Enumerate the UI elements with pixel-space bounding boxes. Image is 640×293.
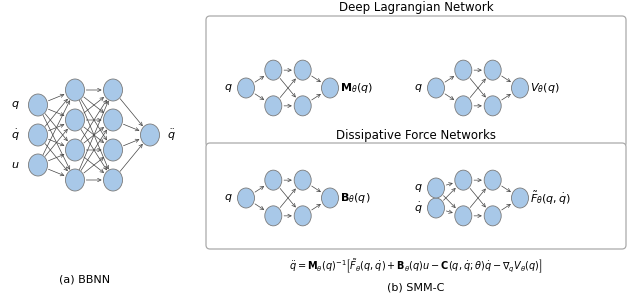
FancyBboxPatch shape: [206, 143, 626, 249]
Ellipse shape: [484, 96, 501, 116]
Ellipse shape: [428, 78, 445, 98]
Text: (a) BBNN: (a) BBNN: [60, 275, 111, 285]
Ellipse shape: [104, 169, 122, 191]
Ellipse shape: [511, 78, 529, 98]
Ellipse shape: [237, 78, 255, 98]
Ellipse shape: [265, 96, 282, 116]
Ellipse shape: [29, 154, 47, 176]
Text: $V_{\theta}(q)$: $V_{\theta}(q)$: [530, 81, 559, 95]
Ellipse shape: [294, 96, 311, 116]
Ellipse shape: [294, 206, 311, 226]
Text: $\ddot{q}$: $\ddot{q}$: [167, 127, 175, 143]
Ellipse shape: [65, 79, 84, 101]
Ellipse shape: [455, 206, 472, 226]
Ellipse shape: [265, 60, 282, 80]
Ellipse shape: [65, 139, 84, 161]
Ellipse shape: [29, 124, 47, 146]
Text: $q$: $q$: [225, 192, 233, 204]
Ellipse shape: [65, 109, 84, 131]
Ellipse shape: [294, 170, 311, 190]
Text: $q$: $q$: [225, 82, 233, 94]
Ellipse shape: [141, 124, 159, 146]
Ellipse shape: [237, 188, 255, 208]
Text: $q$: $q$: [414, 182, 423, 194]
Ellipse shape: [104, 139, 122, 161]
Text: $\mathbf{M}_{\theta}(q)$: $\mathbf{M}_{\theta}(q)$: [340, 81, 373, 95]
Ellipse shape: [29, 94, 47, 116]
Ellipse shape: [511, 188, 529, 208]
Ellipse shape: [65, 169, 84, 191]
Text: $u$: $u$: [12, 160, 20, 170]
FancyBboxPatch shape: [206, 16, 626, 147]
Ellipse shape: [265, 206, 282, 226]
Text: (b) SMM-C: (b) SMM-C: [387, 282, 445, 292]
Ellipse shape: [265, 170, 282, 190]
Text: $q$: $q$: [414, 82, 423, 94]
Ellipse shape: [455, 96, 472, 116]
Ellipse shape: [321, 78, 339, 98]
Text: $\ddot{q} = \mathbf{M}_{\theta}(q)^{-1}\left[\tilde{F}_{\theta}(q,\dot{q}) + \ma: $\ddot{q} = \mathbf{M}_{\theta}(q)^{-1}\…: [289, 257, 543, 275]
Text: $q$: $q$: [12, 99, 20, 111]
Ellipse shape: [484, 60, 501, 80]
Text: $\dot{q}$: $\dot{q}$: [12, 127, 20, 143]
Ellipse shape: [294, 60, 311, 80]
Ellipse shape: [455, 60, 472, 80]
Text: Dissipative Force Networks: Dissipative Force Networks: [336, 129, 496, 142]
Ellipse shape: [428, 178, 445, 198]
Ellipse shape: [484, 170, 501, 190]
Text: Deep Lagrangian Network: Deep Lagrangian Network: [339, 1, 493, 14]
Text: $\tilde{F}_{\theta}(q,\dot{q})$: $\tilde{F}_{\theta}(q,\dot{q})$: [530, 190, 571, 207]
Ellipse shape: [428, 198, 445, 218]
Text: $\mathbf{B}_{\theta}(q)$: $\mathbf{B}_{\theta}(q)$: [340, 191, 371, 205]
Text: $\dot{q}$: $\dot{q}$: [414, 200, 423, 216]
Ellipse shape: [104, 79, 122, 101]
Ellipse shape: [104, 109, 122, 131]
Ellipse shape: [455, 170, 472, 190]
Ellipse shape: [484, 206, 501, 226]
Ellipse shape: [321, 188, 339, 208]
